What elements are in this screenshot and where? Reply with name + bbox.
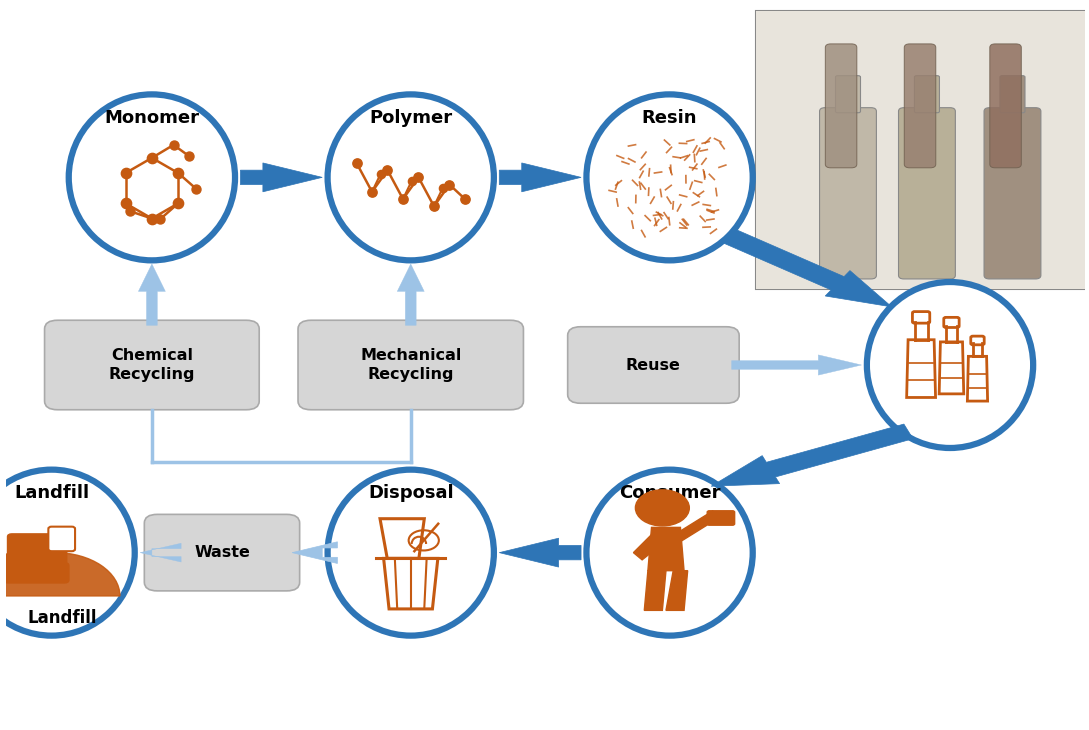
- FancyBboxPatch shape: [4, 563, 69, 583]
- Point: [122, 205, 139, 217]
- Text: Mechanical
Recycling: Mechanical Recycling: [360, 348, 462, 382]
- FancyBboxPatch shape: [298, 320, 524, 410]
- FancyBboxPatch shape: [984, 108, 1041, 279]
- Point: [394, 193, 412, 205]
- FancyBboxPatch shape: [915, 76, 940, 112]
- Text: Disposal: Disposal: [368, 484, 453, 502]
- Point: [403, 175, 420, 187]
- Point: [372, 168, 390, 180]
- Point: [170, 167, 187, 179]
- Text: Consumer: Consumer: [619, 484, 720, 502]
- Polygon shape: [711, 424, 913, 486]
- Polygon shape: [241, 163, 322, 192]
- FancyBboxPatch shape: [820, 108, 877, 279]
- FancyBboxPatch shape: [756, 12, 1085, 289]
- Ellipse shape: [328, 469, 494, 636]
- FancyBboxPatch shape: [145, 515, 299, 591]
- Polygon shape: [138, 264, 166, 326]
- Polygon shape: [397, 264, 425, 326]
- Point: [143, 152, 160, 164]
- Ellipse shape: [587, 94, 752, 261]
- Polygon shape: [666, 571, 687, 610]
- Point: [117, 198, 134, 210]
- Point: [117, 167, 134, 179]
- Polygon shape: [634, 534, 660, 560]
- Ellipse shape: [0, 469, 135, 636]
- FancyBboxPatch shape: [48, 526, 75, 551]
- Text: Monomer: Monomer: [105, 109, 199, 126]
- FancyBboxPatch shape: [1000, 76, 1025, 112]
- Point: [409, 172, 427, 183]
- Point: [164, 139, 182, 150]
- Point: [143, 212, 160, 224]
- Point: [347, 157, 365, 169]
- Polygon shape: [499, 538, 582, 567]
- Circle shape: [635, 490, 689, 526]
- Wedge shape: [0, 553, 120, 596]
- FancyBboxPatch shape: [567, 327, 739, 403]
- Point: [433, 182, 451, 194]
- Polygon shape: [0, 554, 12, 583]
- FancyBboxPatch shape: [904, 44, 935, 168]
- Polygon shape: [721, 228, 892, 307]
- Polygon shape: [648, 527, 684, 571]
- Polygon shape: [499, 163, 582, 192]
- FancyBboxPatch shape: [707, 511, 735, 525]
- Text: Polymer: Polymer: [369, 109, 452, 126]
- Polygon shape: [678, 511, 713, 542]
- FancyBboxPatch shape: [898, 108, 955, 279]
- Text: Landfill: Landfill: [14, 484, 89, 502]
- Text: Waste: Waste: [194, 545, 250, 560]
- Ellipse shape: [587, 469, 752, 636]
- Point: [441, 179, 458, 191]
- Point: [187, 183, 205, 195]
- Point: [151, 213, 169, 225]
- Ellipse shape: [69, 94, 235, 261]
- Point: [364, 186, 381, 198]
- Point: [426, 201, 443, 212]
- Point: [456, 193, 474, 205]
- Text: Resin: Resin: [641, 109, 697, 126]
- FancyBboxPatch shape: [8, 534, 66, 569]
- Polygon shape: [732, 355, 861, 375]
- Polygon shape: [292, 542, 338, 564]
- Text: Reuse: Reuse: [626, 358, 681, 372]
- FancyBboxPatch shape: [756, 12, 1085, 289]
- Text: Landfill: Landfill: [27, 609, 97, 626]
- FancyBboxPatch shape: [825, 44, 857, 168]
- Ellipse shape: [867, 282, 1033, 448]
- Polygon shape: [140, 543, 181, 562]
- Ellipse shape: [328, 94, 494, 261]
- Text: Chemical
Recycling: Chemical Recycling: [109, 348, 195, 382]
- Polygon shape: [645, 571, 666, 610]
- Point: [379, 164, 396, 176]
- FancyBboxPatch shape: [990, 44, 1021, 168]
- Point: [181, 150, 198, 162]
- FancyBboxPatch shape: [835, 76, 860, 112]
- FancyBboxPatch shape: [45, 320, 259, 410]
- Point: [170, 198, 187, 210]
